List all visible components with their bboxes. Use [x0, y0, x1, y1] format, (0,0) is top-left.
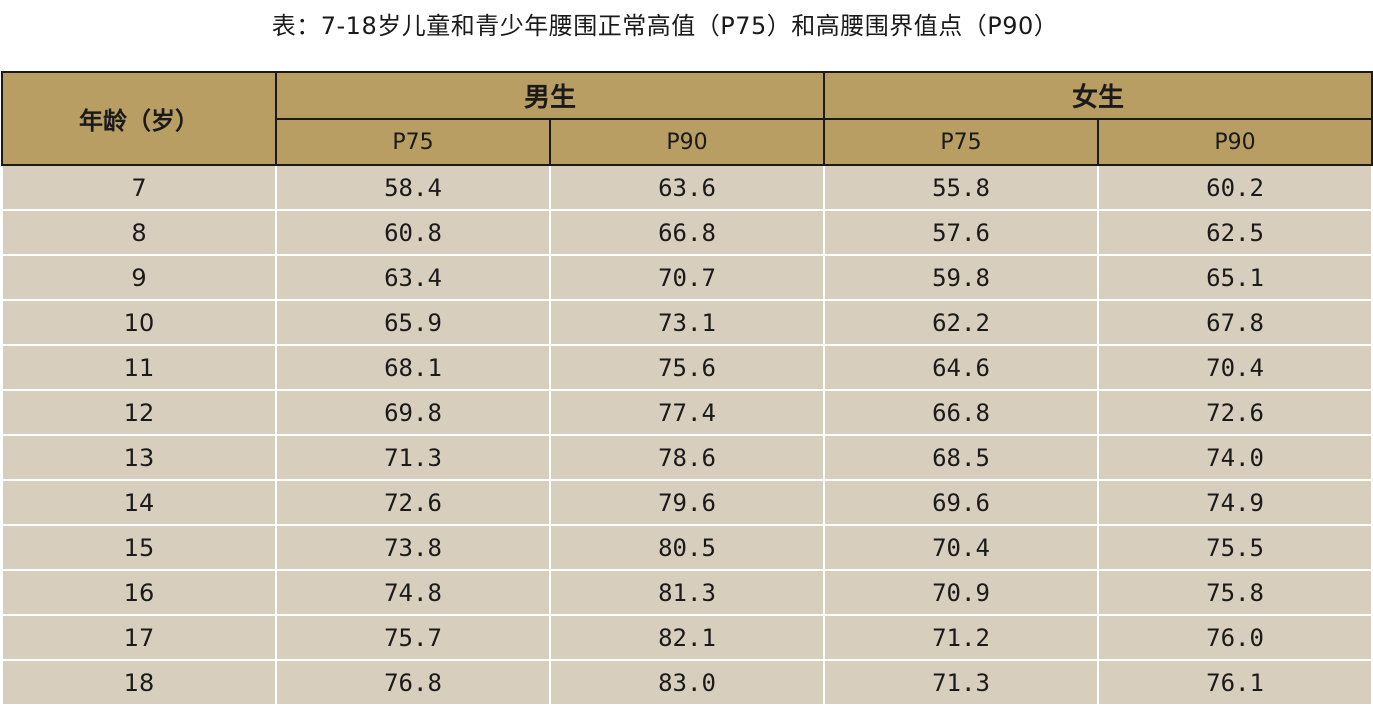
table-row: 11 68.1 75.6 64.6 70.4	[1, 344, 1373, 391]
cell-male-p75: 75.7	[275, 614, 551, 661]
table-title: 表：7-18岁儿童和青少年腰围正常高值（P75）和高腰围界值点（P90）	[271, 12, 1059, 40]
cell-female-p75: 62.2	[823, 299, 1100, 346]
waist-circumference-table: 年龄（岁） 男生 女生 P75 P90 P75 P90 7 58.4 63.6 …	[1, 71, 1373, 706]
table-row: 9 63.4 70.7 59.8 65.1	[1, 254, 1373, 301]
header-male-p90: P90	[548, 118, 826, 166]
cell-male-p75: 60.8	[275, 209, 551, 256]
cell-male-p90: 73.1	[548, 299, 826, 346]
cell-female-p90: 76.0	[1097, 614, 1373, 661]
table-row: 13 71.3 78.6 68.5 74.0	[1, 434, 1373, 481]
header-female-p90: P90	[1097, 118, 1373, 166]
cell-male-p75: 76.8	[275, 659, 551, 706]
cell-female-p90: 62.5	[1097, 209, 1373, 256]
cell-age: 10	[1, 299, 277, 346]
cell-male-p90: 75.6	[548, 344, 826, 391]
cell-female-p90: 60.2	[1097, 164, 1373, 211]
cell-female-p90: 67.8	[1097, 299, 1373, 346]
cell-female-p90: 75.5	[1097, 524, 1373, 571]
cell-male-p75: 65.9	[275, 299, 551, 346]
table-row: 12 69.8 77.4 66.8 72.6	[1, 389, 1373, 436]
cell-male-p90: 77.4	[548, 389, 826, 436]
cell-female-p90: 65.1	[1097, 254, 1373, 301]
cell-female-p90: 70.4	[1097, 344, 1373, 391]
table-row: 15 73.8 80.5 70.4 75.5	[1, 524, 1373, 571]
header-female: 女生	[823, 71, 1373, 120]
cell-male-p75: 68.1	[275, 344, 551, 391]
cell-female-p90: 75.8	[1097, 569, 1373, 616]
header-male: 男生	[274, 71, 826, 120]
table-row: 10 65.9 73.1 62.2 67.8	[1, 299, 1373, 346]
cell-male-p90: 80.5	[548, 524, 826, 571]
cell-female-p90: 72.6	[1097, 389, 1373, 436]
cell-male-p75: 74.8	[275, 569, 551, 616]
cell-age: 17	[1, 614, 277, 661]
cell-female-p90: 74.9	[1097, 479, 1373, 526]
cell-female-p75: 66.8	[823, 389, 1100, 436]
cell-male-p90: 79.6	[548, 479, 826, 526]
cell-male-p90: 82.1	[548, 614, 826, 661]
cell-male-p90: 81.3	[548, 569, 826, 616]
cell-male-p90: 78.6	[548, 434, 826, 481]
cell-male-p90: 83.0	[548, 659, 826, 706]
cell-female-p75: 70.9	[823, 569, 1100, 616]
cell-female-p90: 76.1	[1097, 659, 1373, 706]
cell-male-p75: 69.8	[275, 389, 551, 436]
table-row: 8 60.8 66.8 57.6 62.5	[1, 209, 1373, 256]
cell-female-p75: 57.6	[823, 209, 1100, 256]
cell-age: 7	[1, 164, 277, 211]
cell-female-p75: 64.6	[823, 344, 1100, 391]
cell-age: 15	[1, 524, 277, 571]
cell-male-p75: 71.3	[275, 434, 551, 481]
table-body: 7 58.4 63.6 55.8 60.2 8 60.8 66.8 57.6 6…	[1, 164, 1373, 706]
cell-female-p75: 71.3	[823, 659, 1100, 706]
cell-age: 16	[1, 569, 277, 616]
cell-female-p75: 68.5	[823, 434, 1100, 481]
cell-age: 8	[1, 209, 277, 256]
cell-female-p75: 69.6	[823, 479, 1100, 526]
cell-female-p75: 55.8	[823, 164, 1100, 211]
table-row: 17 75.7 82.1 71.2 76.0	[1, 614, 1373, 661]
cell-female-p75: 70.4	[823, 524, 1100, 571]
header-male-p75: P75	[275, 118, 551, 166]
table-row: 18 76.8 83.0 71.3 76.1	[1, 659, 1373, 706]
cell-female-p75: 71.2	[823, 614, 1100, 661]
table-row: 16 74.8 81.3 70.9 75.8	[1, 569, 1373, 616]
table-header: 年龄（岁） 男生 女生 P75 P90 P75 P90	[1, 71, 1373, 166]
cell-male-p75: 63.4	[275, 254, 551, 301]
cell-female-p90: 74.0	[1097, 434, 1373, 481]
table-row: 14 72.6 79.6 69.6 74.9	[1, 479, 1373, 526]
cell-female-p75: 59.8	[823, 254, 1100, 301]
header-age: 年龄（岁）	[1, 71, 277, 166]
cell-male-p75: 73.8	[275, 524, 551, 571]
cell-male-p90: 63.6	[548, 164, 826, 211]
cell-male-p75: 58.4	[275, 164, 551, 211]
cell-age: 9	[1, 254, 277, 301]
cell-male-p75: 72.6	[275, 479, 551, 526]
cell-age: 18	[1, 659, 277, 706]
cell-age: 11	[1, 344, 277, 391]
cell-age: 12	[1, 389, 277, 436]
cell-age: 14	[1, 479, 277, 526]
table-row: 7 58.4 63.6 55.8 60.2	[1, 164, 1373, 211]
cell-male-p90: 70.7	[548, 254, 826, 301]
cell-male-p90: 66.8	[548, 209, 826, 256]
header-female-p75: P75	[823, 118, 1100, 166]
cell-age: 13	[1, 434, 277, 481]
